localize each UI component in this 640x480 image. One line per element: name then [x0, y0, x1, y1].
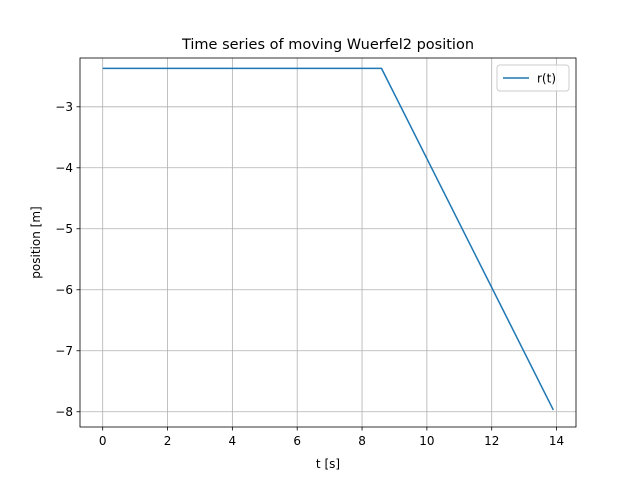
ticks: 0 2 4 6 8 10 12 14 −3 −4 −5 −6 −7 −8: [55, 100, 564, 448]
x-tick-label: 2: [164, 434, 172, 448]
y-tick-label: −6: [55, 283, 73, 297]
x-tick-label: 14: [549, 434, 564, 448]
y-tick-label: −4: [55, 161, 73, 175]
legend: r(t): [496, 64, 570, 92]
y-axis-label: position [m]: [29, 206, 43, 278]
chart-title: Time series of moving Wuerfel2 position: [181, 37, 474, 53]
legend-label: r(t): [537, 72, 556, 86]
x-tick-label: 0: [99, 434, 107, 448]
x-tick-label: 8: [358, 434, 366, 448]
y-tick-label: −3: [55, 100, 73, 114]
x-tick-label: 6: [293, 434, 301, 448]
series-layer: [102, 67, 554, 411]
y-tick-label: −7: [55, 344, 73, 358]
y-tick-label: −8: [55, 405, 73, 419]
plot-frame: [79, 57, 577, 428]
x-axis-label: t [s]: [316, 457, 340, 471]
x-tick-label: 4: [229, 434, 237, 448]
grid: [80, 58, 576, 427]
x-tick-label: 10: [419, 434, 434, 448]
series-line: [102, 67, 554, 411]
x-tick-label: 12: [484, 434, 499, 448]
legend-box: [496, 64, 570, 92]
y-tick-label: −5: [55, 222, 73, 236]
